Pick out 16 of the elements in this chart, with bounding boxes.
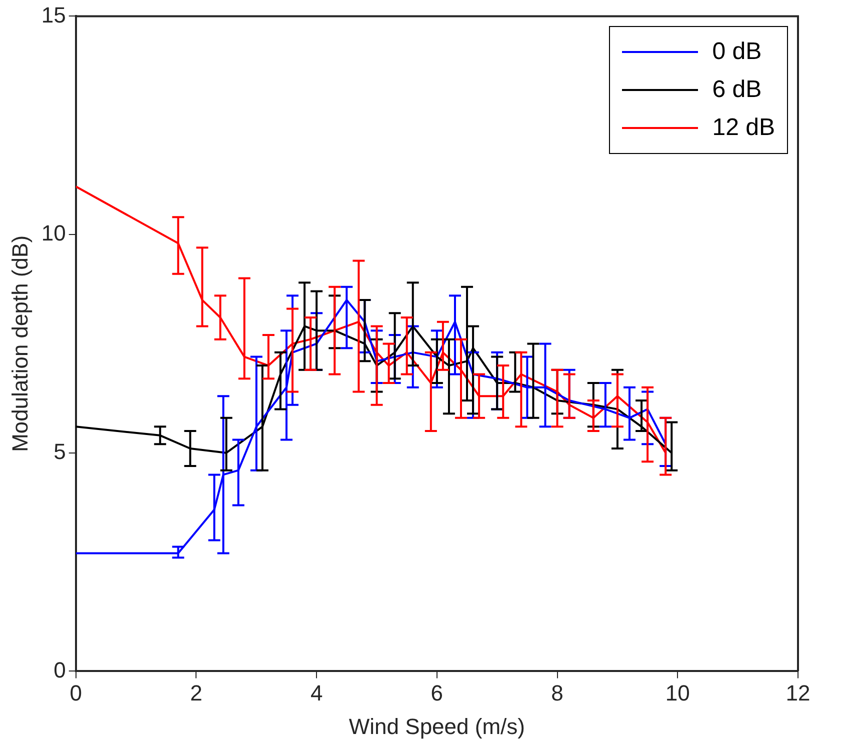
legend-label: 12 dB: [712, 114, 775, 142]
x-axis-title: Wind Speed (m/s): [348, 714, 525, 739]
x-tick-label: 6: [430, 680, 444, 706]
y-tick-label: 5: [54, 438, 66, 464]
y-axis-title: Modulation depth (dB): [7, 235, 32, 452]
x-tick-label: 0: [70, 680, 82, 706]
y-tick-label: 15: [41, 2, 66, 28]
legend-label: 6 dB: [712, 76, 762, 104]
x-tick-label: 2: [190, 680, 202, 706]
x-tick-label: 8: [551, 680, 564, 706]
x-tick-label: 12: [786, 680, 810, 706]
x-tick-label: 10: [665, 680, 690, 706]
y-tick-label: 10: [41, 220, 66, 246]
y-tick-label: 0: [54, 657, 66, 682]
x-tick-label: 4: [310, 680, 323, 706]
legend-label: 0 dB: [712, 38, 762, 66]
